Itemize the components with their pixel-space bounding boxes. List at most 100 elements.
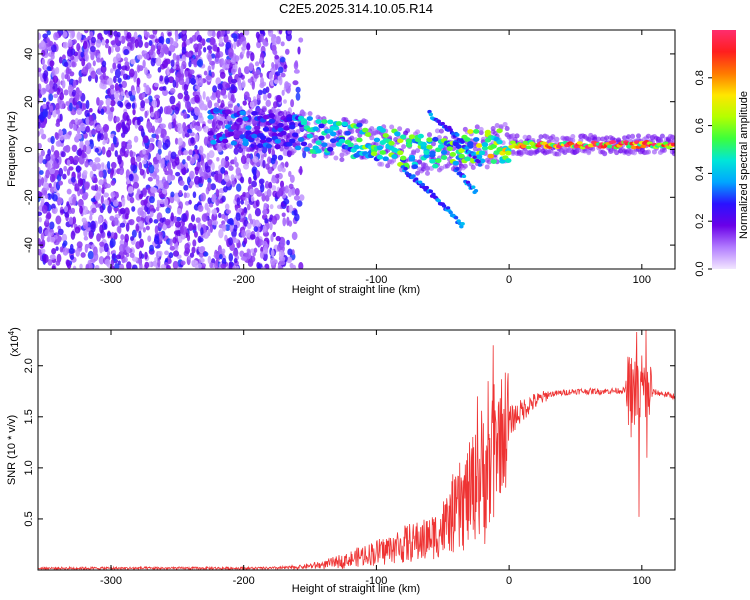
spectrogram-noise-cell <box>142 187 147 196</box>
spectrogram-noise-cell <box>214 57 221 64</box>
spectrogram-noise-cell <box>209 36 216 46</box>
spectrogram-noise-cell <box>249 101 255 108</box>
spectrogram-halo-cell <box>520 149 526 155</box>
spectrogram-noise-cell <box>269 257 276 266</box>
spectrogram-noise-cell <box>80 51 85 58</box>
spectrogram-noise-cell <box>49 168 56 175</box>
spectrogram-halo-cell <box>223 119 229 125</box>
spectrogram-noise-cell <box>254 208 261 217</box>
spectrogram-ridge-cell <box>329 131 337 137</box>
spectrogram-noise-cell <box>297 46 301 55</box>
spectrogram-noise-cell <box>162 85 167 91</box>
spectrogram-noise-cell <box>193 58 198 68</box>
spectrogram-noise-cell <box>90 185 96 191</box>
spectrogram-ridge-cell <box>379 150 386 155</box>
spectrogram-ridge-cell <box>242 116 249 122</box>
spectrogram-halo-cell <box>329 150 335 156</box>
spectrogram-branch-cell <box>453 215 459 220</box>
spectrogram-halo-cell <box>261 105 267 111</box>
spectrogram-noise-cell <box>211 91 216 99</box>
spectrogram-branch-cell <box>473 188 479 193</box>
spectrogram-noise-cell <box>125 169 130 178</box>
spectrogram-ridge-cell <box>440 155 448 160</box>
spectrogram-noise-cell <box>189 69 195 75</box>
spectrogram-noise-cell <box>246 203 251 211</box>
spectrogram-noise-cell <box>121 197 126 207</box>
spectrogram-noise-cell <box>145 225 150 231</box>
spectrogram-noise-cell <box>188 149 194 156</box>
spectrogram-noise-cell <box>130 236 135 241</box>
spectrogram-noise-cell <box>183 90 189 96</box>
spectrogram-noise-cell <box>146 73 152 79</box>
spectrogram-noise-cell <box>265 243 269 249</box>
spectrogram-branch-cell <box>476 159 481 164</box>
spectrogram-ridge-cell <box>306 116 313 121</box>
spectrogram-branch-cell <box>455 133 460 137</box>
spectrogram-noise-cell <box>255 236 260 246</box>
spectrogram-ridge-cell <box>262 126 270 132</box>
spectrogram-noise-cell <box>198 168 203 175</box>
spectrogram-noise-cell <box>59 246 64 253</box>
spectrogram-noise-cell <box>61 54 66 61</box>
spectrogram-ridge-cell <box>467 143 474 149</box>
spectrogram-halo-cell <box>592 136 598 142</box>
spectrogram-ridge-cell <box>370 151 378 157</box>
spectrogram-ridge-cell <box>452 160 459 166</box>
spectrogram-ridge-cell <box>262 114 270 120</box>
spectrogram-noise-cell <box>79 188 84 195</box>
spectrogram-ridge-cell <box>362 127 369 133</box>
spectrogram-noise-cell <box>84 160 89 168</box>
spectrogram-noise-cell <box>265 86 270 93</box>
spectrogram-ridge-cell <box>405 138 413 144</box>
spectrogram-noise-cell <box>287 30 292 35</box>
spectrogram-noise-cell <box>214 260 219 269</box>
spectrogram-noise-cell <box>147 176 153 182</box>
spectrogram-noise-cell <box>159 75 164 82</box>
spectrogram-noise-cell <box>218 212 222 218</box>
spectrogram-noise-cell <box>85 145 92 155</box>
spectrogram-halo-cell <box>331 142 337 148</box>
spectrogram-noise-cell <box>46 66 52 72</box>
spectrogram-noise-cell <box>295 86 301 93</box>
snr-background <box>38 330 675 570</box>
spectrogram-halo-cell <box>596 136 602 142</box>
spectrogram-halo-cell <box>438 128 444 134</box>
spectrogram-noise-cell <box>233 41 237 50</box>
spectrogram-noise-cell <box>212 44 218 52</box>
spectrogram-noise-cell <box>67 30 73 33</box>
spectrogram-noise-cell <box>91 207 97 214</box>
spectrogram-halo-cell <box>502 121 508 127</box>
spectrogram-noise-cell <box>160 159 165 169</box>
spectrogram-noise-cell <box>178 189 183 196</box>
spectrogram-noise-cell <box>204 202 209 211</box>
spectrogram-noise-cell <box>169 44 176 53</box>
spectrogram-noise-cell <box>107 231 112 237</box>
spectrogram-noise-cell <box>263 152 267 158</box>
spectrogram-noise-cell <box>116 225 122 233</box>
spectrogram-ridge-cell <box>496 139 503 145</box>
spectrogram-noise-cell <box>184 132 190 138</box>
spectrogram-noise-cell <box>128 218 135 226</box>
spectrogram-branch-cell <box>448 128 453 132</box>
spectrogram-noise-cell <box>62 173 67 180</box>
spectrogram-noise-cell <box>148 40 153 47</box>
spectrogram-ridge-cell <box>239 110 246 116</box>
spectrogram-noise-cell <box>79 140 84 150</box>
spectrogram-noise-cell <box>129 150 134 158</box>
spectrogram-noise-cell <box>192 191 197 199</box>
spectrogram-noise-cell <box>206 45 213 51</box>
spectrogram-heatmap <box>38 30 675 269</box>
spectrogram-noise-cell <box>185 52 192 58</box>
spectrogram-noise-cell <box>193 153 200 160</box>
spectrogram-noise-cell <box>275 173 280 179</box>
spectrogram-noise-cell <box>98 215 103 224</box>
spectrogram-noise-cell <box>172 52 177 61</box>
spectrogram-noise-cell <box>177 125 184 135</box>
spectrogram-noise-cell <box>131 264 138 269</box>
spectrogram-noise-cell <box>45 169 50 179</box>
spectrogram-noise-cell <box>269 204 274 210</box>
spectrogram-noise-cell <box>136 84 141 94</box>
spectrogram-noise-cell <box>215 52 221 59</box>
spectrogram-noise-cell <box>192 223 197 231</box>
spectrogram-noise-cell <box>120 91 125 97</box>
